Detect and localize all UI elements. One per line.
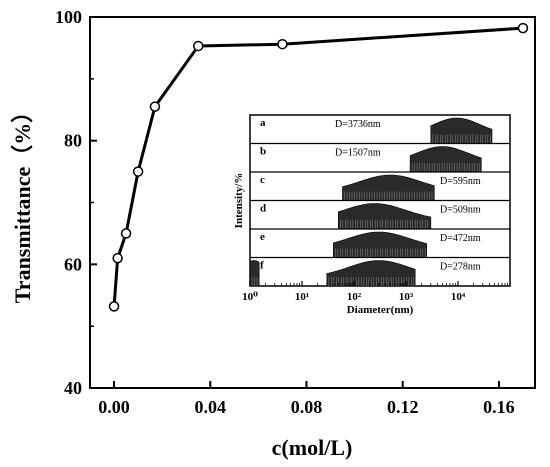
inset-x-axis-title: Diameter(nm) <box>347 304 414 316</box>
inset-panel-label: a <box>260 117 266 129</box>
x-tick-label: 0.00 <box>98 397 130 417</box>
inset-panel-label: b <box>260 146 266 158</box>
x-tick-label: 0.16 <box>483 397 515 417</box>
inset-x-tick-label: 10⁰ <box>242 291 258 303</box>
x-tick-label: 0.08 <box>291 397 323 417</box>
inset-panel-annotation: D=3736nm <box>335 119 381 130</box>
inset-panel-label: e <box>260 231 265 243</box>
inset-distribution <box>430 117 493 144</box>
y-tick-label: 40 <box>64 378 82 398</box>
inset-y-axis-title: Intensity/% <box>233 173 245 229</box>
data-point <box>149 101 161 112</box>
inset-panel-label: d <box>260 203 266 215</box>
data-point <box>192 40 204 52</box>
inset-panel-annotation: D=278nm <box>440 262 481 273</box>
x-tick-label: 0.12 <box>387 397 419 417</box>
inset-plot: a D=3736nm b D=1507nm c D=595nm d D=509nm e D=472… <box>233 114 511 316</box>
inset-distribution <box>342 174 435 201</box>
inset-panel-label: f <box>260 260 264 272</box>
x-tick-label: 0.04 <box>195 397 227 417</box>
data-point <box>132 166 144 177</box>
inset-distribution <box>409 146 482 173</box>
inset-distribution <box>326 260 416 287</box>
inset-panel-annotation: D=595nm <box>440 176 481 187</box>
x-axis-title: c(mol/L) <box>272 435 353 460</box>
inset-distribution <box>332 231 428 258</box>
y-tick-label: 80 <box>64 131 82 151</box>
data-point <box>517 22 529 34</box>
inset-panel-annotation: D=1507nm <box>335 148 381 159</box>
inset-panel-label: c <box>260 174 265 186</box>
inset-x-tick-label: 10² <box>347 291 362 303</box>
inset-distribution <box>337 203 432 230</box>
y-tick-label: 60 <box>64 254 82 274</box>
inset-x-tick-label: 10³ <box>399 291 414 303</box>
inset-x-tick-label: 10⁴ <box>451 291 466 303</box>
inset-panel-annotation: D=472nm <box>440 233 481 244</box>
data-point <box>112 252 123 264</box>
inset-panel-annotation: D=509nm <box>440 205 481 216</box>
data-point <box>108 301 120 312</box>
inset-x-tick-label: 10¹ <box>295 291 309 303</box>
y-tick-label: 100 <box>55 7 82 27</box>
inset-distribution <box>249 260 260 287</box>
main-plot: 0.00 0.04 0.08 0.12 0.16 40 60 80 100 c(mol/L) Tra… <box>10 7 536 460</box>
y-axis-title: Transmittance（%） <box>10 101 35 303</box>
data-point <box>277 38 288 50</box>
data-point <box>120 228 132 239</box>
